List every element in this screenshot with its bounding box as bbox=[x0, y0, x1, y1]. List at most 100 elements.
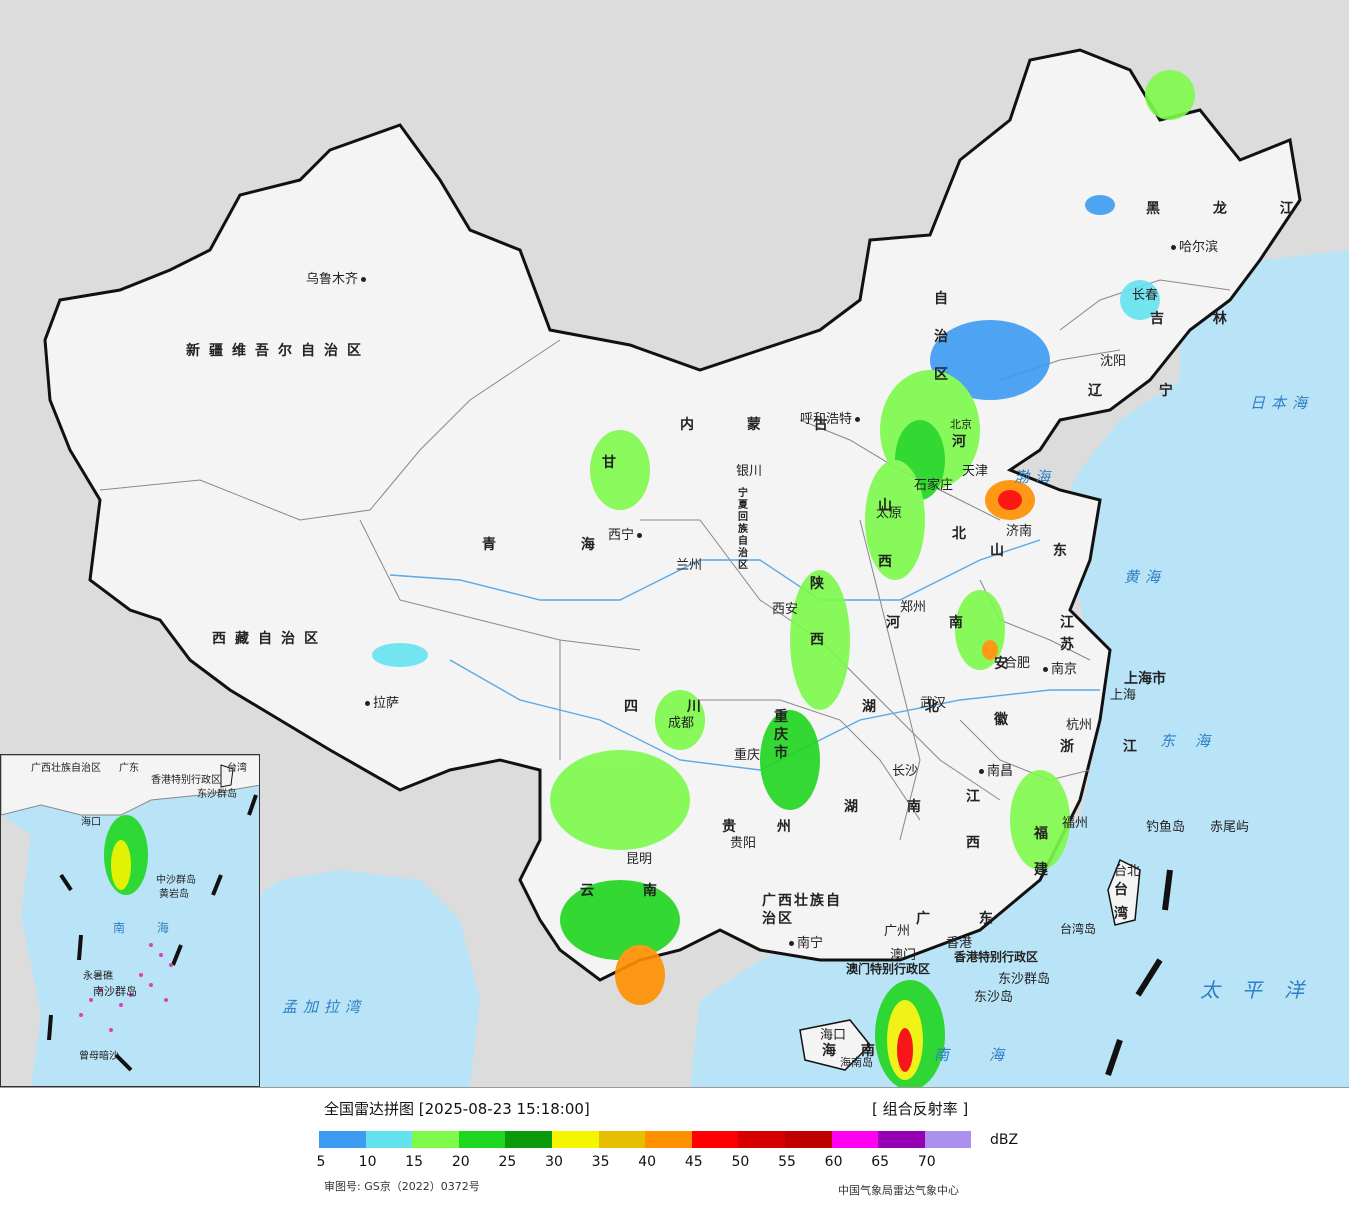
scale-swatch bbox=[878, 1131, 925, 1148]
city-label-chengdu: 成都 bbox=[668, 716, 695, 731]
province-label-liaoning: 辽 宁 bbox=[1088, 383, 1199, 399]
province-label-henan: 河 南 bbox=[886, 615, 985, 631]
province-label-guangxi: 广西壮族自治区 bbox=[762, 893, 842, 927]
inset-canvas bbox=[1, 755, 259, 1086]
sea-label-pacific: 太平洋 bbox=[1200, 978, 1326, 1002]
province-label-jilin: 吉 林 bbox=[1150, 311, 1249, 327]
legend-unit: dBZ bbox=[990, 1132, 1019, 1148]
scale-swatch bbox=[319, 1131, 366, 1148]
province-label-jiangxi: 江 西 bbox=[966, 789, 989, 851]
city-label-haikou: 海口 bbox=[820, 1028, 847, 1043]
legend-title: 全国雷达拼图 [2025-08-23 15:18:00] bbox=[324, 1100, 590, 1118]
city-label-hongkong: 香港 bbox=[946, 936, 973, 951]
province-label-hainan: 海 南 bbox=[822, 1043, 885, 1059]
province-label-zhejiang: 浙 江 bbox=[1060, 739, 1159, 755]
sea-label-bohai: 渤海 bbox=[1014, 468, 1057, 486]
province-label-nm-zizhiqu: 自 治 区 bbox=[934, 291, 948, 383]
scale-swatch bbox=[551, 1131, 599, 1148]
province-label-heilongjiang: 黑 龙 江 bbox=[1146, 201, 1318, 217]
city-label-chongqing: 重庆 bbox=[734, 748, 761, 763]
province-label-qinghai: 青 海 bbox=[482, 537, 635, 553]
color-scale-bar bbox=[319, 1131, 972, 1148]
inset-label-south-sea: 南 海 bbox=[113, 921, 183, 935]
city-label-changchun: 长春 bbox=[1132, 288, 1159, 303]
scale-tick-label: 50 bbox=[731, 1154, 750, 1170]
scale-swatch bbox=[365, 1131, 413, 1148]
inset-label-huangyan: 黄岩岛 bbox=[159, 889, 189, 900]
sea-label-east: 东海 bbox=[1160, 732, 1231, 750]
city-label-hohhot: 呼和浩特 bbox=[800, 408, 863, 427]
city-label-urumqi: 乌鲁木齐 bbox=[306, 268, 369, 287]
scale-tick-label: 20 bbox=[451, 1154, 470, 1170]
rivers bbox=[389, 539, 1100, 771]
scale-swatch bbox=[924, 1131, 972, 1148]
inset-label-yongshu: 永暑礁 bbox=[83, 971, 113, 982]
city-label-tianjin: 天津 bbox=[962, 464, 989, 479]
province-label-hebei: 河 北 bbox=[952, 434, 975, 542]
scale-tick-label: 5 bbox=[316, 1154, 326, 1170]
island-label-dongsha-dao: 东沙岛 bbox=[974, 990, 1014, 1005]
province-label-fujian: 福 建 bbox=[1034, 826, 1057, 878]
island-label-taiwan-dao: 台湾岛 bbox=[1060, 922, 1097, 936]
city-label-lhasa: 拉萨 bbox=[362, 692, 399, 711]
city-dot bbox=[637, 533, 643, 538]
city-label-zhengzhou: 郑州 bbox=[900, 600, 927, 615]
inset-label-nansha: 南沙群岛 bbox=[93, 985, 137, 998]
province-label-macau: 澳门特别行政区 bbox=[846, 962, 931, 976]
province-label-neimenggu: 内 蒙 古 bbox=[680, 417, 852, 433]
scale-tick-label: 70 bbox=[917, 1154, 936, 1170]
city-label-changsha: 长沙 bbox=[892, 764, 919, 779]
province-label-yunnan: 云 南 bbox=[580, 883, 679, 899]
scale-tick-label: 25 bbox=[498, 1154, 517, 1170]
city-dot bbox=[361, 277, 367, 282]
scale-tick-label: 45 bbox=[684, 1154, 703, 1170]
scale-tick-label: 35 bbox=[591, 1154, 610, 1170]
city-label-shijiazhuang: 石家庄 bbox=[914, 478, 954, 493]
sea-label-yellow: 黄海 bbox=[1124, 568, 1167, 586]
city-label-nanchang: 南昌 bbox=[976, 760, 1013, 779]
scale-swatch bbox=[645, 1131, 692, 1148]
city-dot bbox=[789, 941, 794, 946]
scale-tick-label: 30 bbox=[545, 1154, 563, 1170]
map-canvas bbox=[43, 48, 1349, 1087]
inset-label-hongkong: 香港特别行政区 bbox=[151, 775, 221, 786]
province-label-jiangsu: 江 苏 bbox=[1060, 615, 1083, 653]
province-label-guizhou: 贵 州 bbox=[722, 819, 809, 835]
city-label-hangzhou: 杭州 bbox=[1066, 718, 1093, 733]
inset-label-taiwan: 台湾 bbox=[227, 763, 247, 774]
frame-dashes bbox=[1105, 869, 1173, 1076]
city-label-xian: 西安 bbox=[772, 602, 799, 617]
city-dot bbox=[855, 417, 861, 422]
scale-tick-label: 60 bbox=[824, 1154, 843, 1170]
province-label-hunan: 湖 南 bbox=[844, 799, 943, 815]
scale-tick-label: 15 bbox=[405, 1154, 424, 1170]
city-label-nanning: 南宁 bbox=[786, 932, 823, 951]
city-label-fuzhou: 福州 bbox=[1062, 816, 1089, 831]
province-label-sichuan: 四 川 bbox=[624, 699, 723, 715]
province-label-shanghai: 上海市 bbox=[1124, 671, 1166, 687]
sea-label-japan: 日本海 bbox=[1250, 394, 1314, 412]
scale-tick-label: 10 bbox=[358, 1154, 377, 1170]
legend-product-type: [ 组合反射率 ] bbox=[872, 1100, 969, 1118]
scale-swatch bbox=[505, 1131, 552, 1148]
city-label-hefei: 合肥 bbox=[1004, 656, 1031, 671]
city-label-kunming: 昆明 bbox=[626, 852, 653, 867]
city-label-wuhan: 武汉 bbox=[920, 696, 947, 711]
city-dot bbox=[365, 701, 370, 706]
island-label-diaoyu: 钓鱼岛 bbox=[1146, 820, 1186, 835]
province-label-xinjiang: 新疆维吾尔自治区 bbox=[186, 343, 370, 359]
city-label-macau: 澳门 bbox=[890, 948, 917, 963]
inset-label-guangdong: 广东 bbox=[119, 763, 139, 774]
province-label-ningxia: 宁夏回族自治区 bbox=[738, 488, 748, 571]
scale-swatch bbox=[598, 1131, 646, 1148]
province-label-gansu: 甘 bbox=[602, 455, 625, 471]
hainan-island bbox=[799, 1019, 872, 1071]
province-label-xizang: 西藏自治区 bbox=[212, 631, 327, 647]
inset-label-guangxi: 广西壮族自治区 bbox=[31, 763, 101, 774]
inset-label-haikou: 海口 bbox=[81, 817, 101, 828]
south-china-sea-inset: 广西壮族自治区 广东 香港特别行政区 台湾 东沙群岛 海口 中沙群岛 黄岩岛 南… bbox=[0, 754, 260, 1087]
city-label-xining: 西宁 bbox=[608, 524, 645, 543]
province-label-shandong: 山 东 bbox=[990, 543, 1089, 559]
province-label-shanxi: 山 西 bbox=[878, 498, 901, 570]
city-label-taiyuan: 太原 bbox=[876, 506, 903, 521]
